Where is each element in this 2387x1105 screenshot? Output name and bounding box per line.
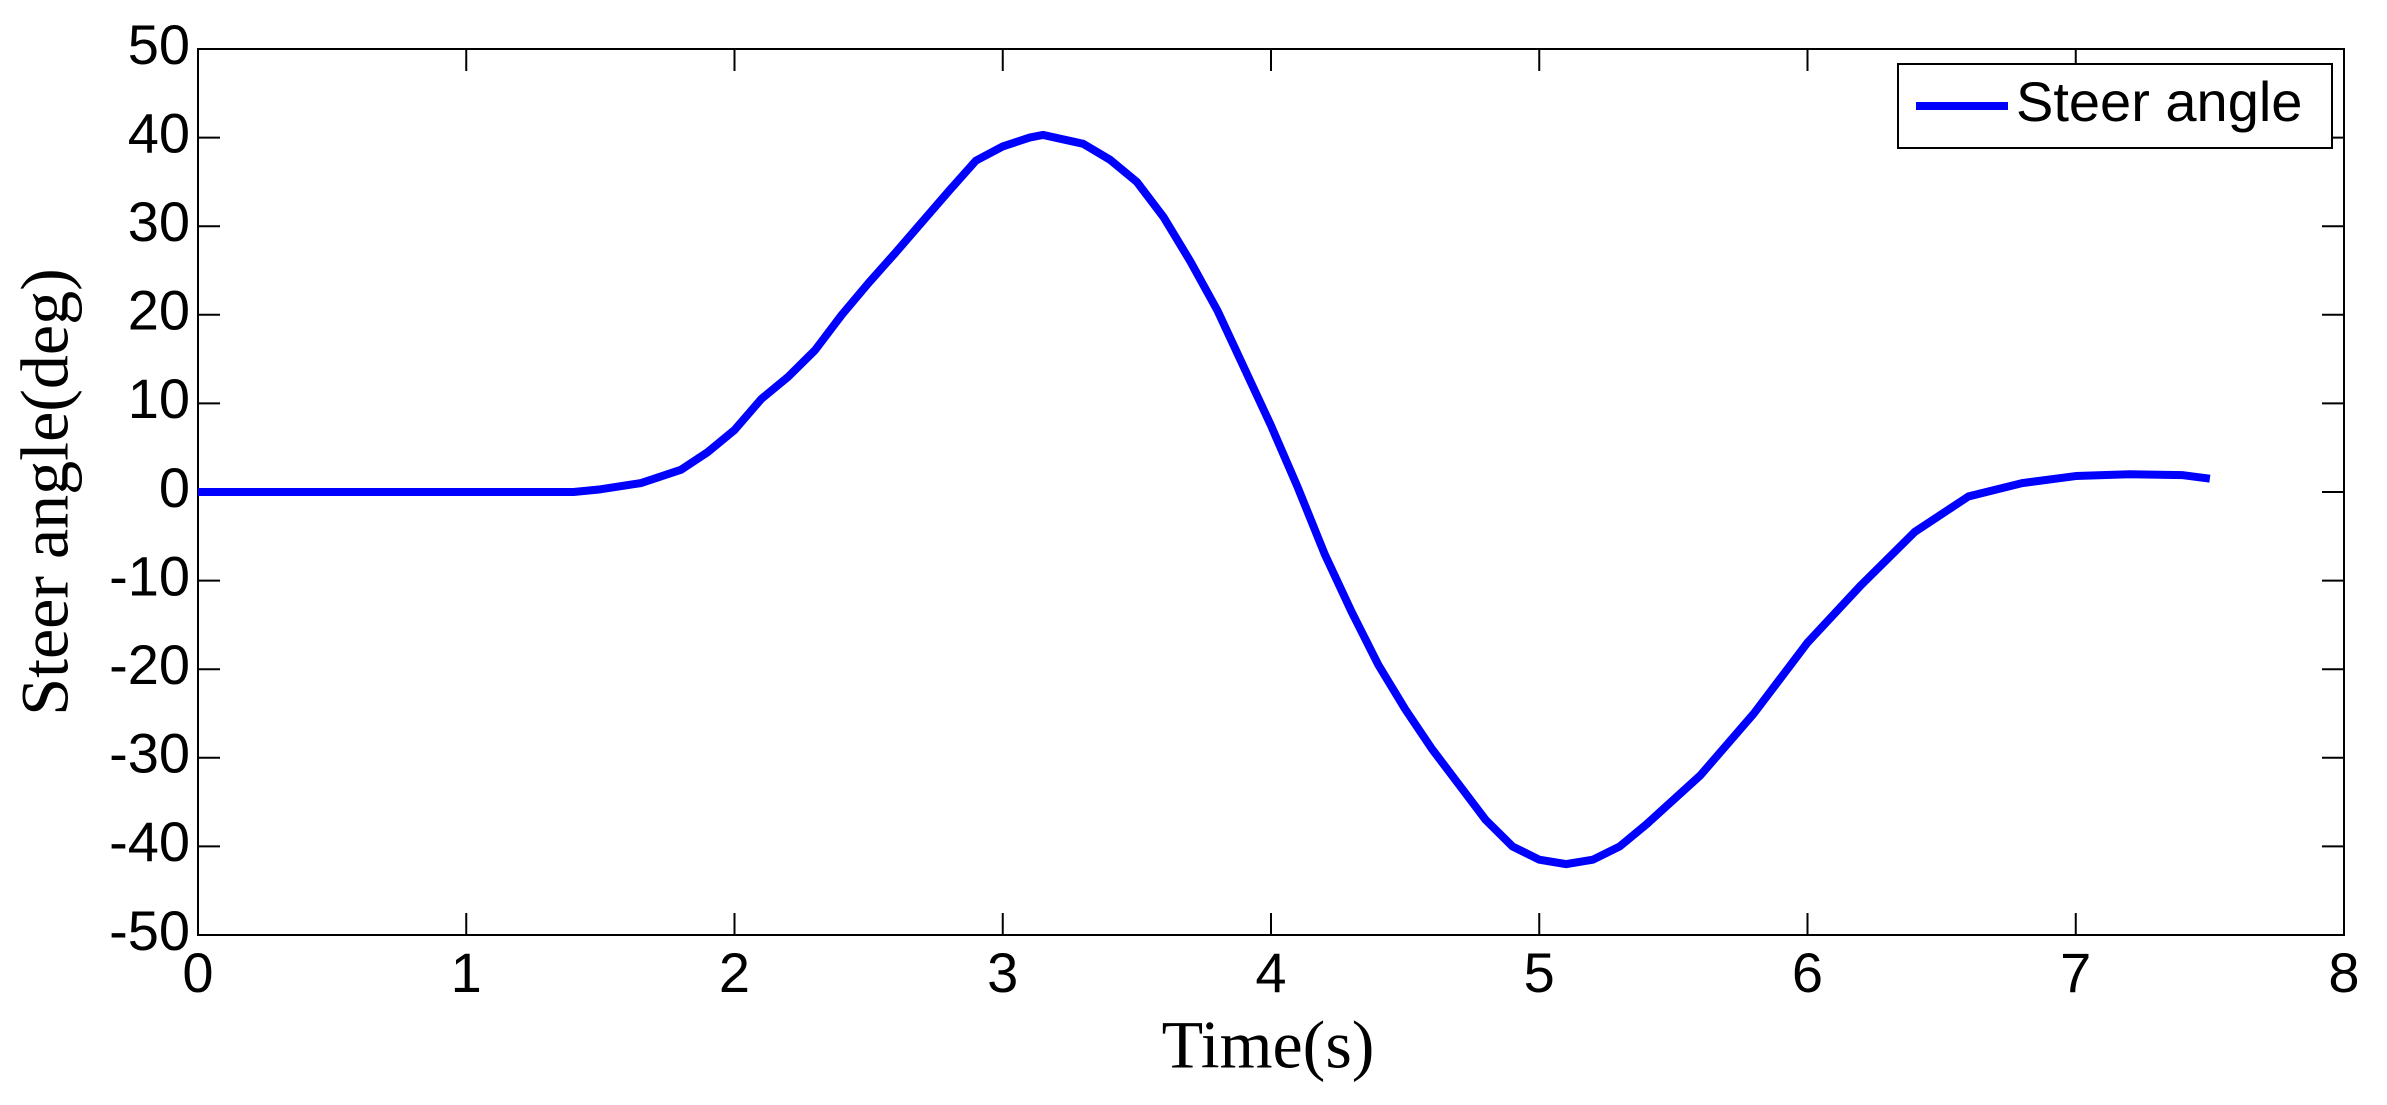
y-tick-label: -10 <box>109 544 190 607</box>
y-tick-label: -50 <box>109 899 190 962</box>
y-axis-label: Steer angle(deg) <box>7 268 83 715</box>
x-tick-label: 6 <box>1792 941 1823 1004</box>
y-tick-label: -20 <box>109 633 190 696</box>
x-tick-label: 8 <box>2328 941 2359 1004</box>
x-tick-label: 3 <box>987 941 1018 1004</box>
y-tick-label: 40 <box>128 101 190 164</box>
x-tick-label: 0 <box>182 941 213 1004</box>
x-tick-label: 7 <box>2060 941 2091 1004</box>
x-tick-label: 4 <box>1255 941 1286 1004</box>
y-tick-label: 50 <box>128 13 190 76</box>
legend-label: Steer angle <box>2016 70 2302 133</box>
y-tick-label: -40 <box>109 810 190 873</box>
y-tick-label: 0 <box>159 456 190 519</box>
y-tick-label: 30 <box>128 190 190 253</box>
x-tick-label: 2 <box>719 941 750 1004</box>
x-tick-label: 5 <box>1524 941 1555 1004</box>
line-series <box>198 130 2211 869</box>
x-tick-label: 1 <box>451 941 482 1004</box>
y-tick-label: 20 <box>128 279 190 342</box>
x-axis-label: Time(s) <box>1162 1007 1375 1083</box>
y-tick-label: -30 <box>109 722 190 785</box>
y-tick-label: 10 <box>128 367 190 430</box>
